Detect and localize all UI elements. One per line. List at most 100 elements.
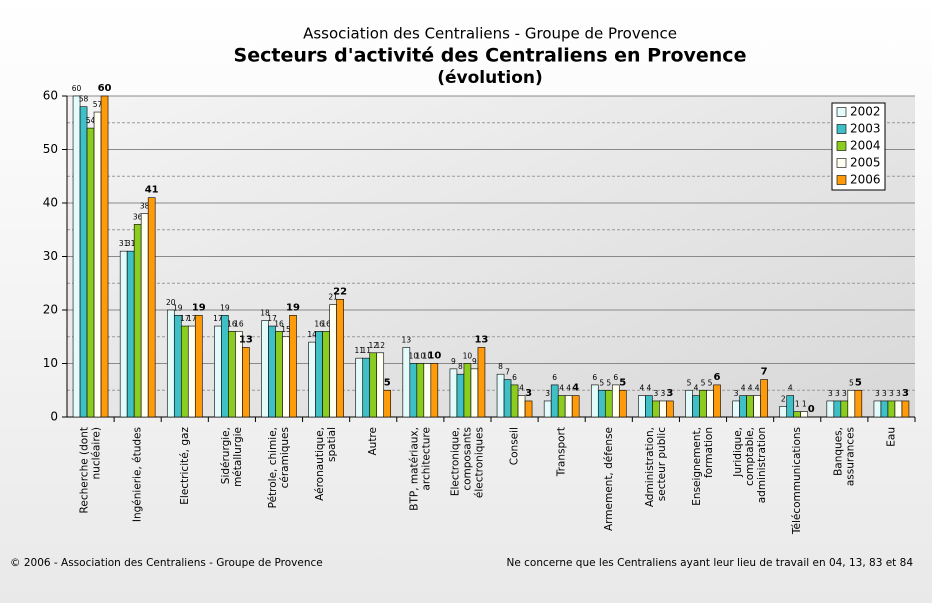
value-label: 41 (145, 185, 159, 196)
value-label: 1 (795, 400, 800, 409)
bar (336, 298, 344, 418)
value-label: 5 (849, 378, 854, 387)
value-label: 3 (842, 389, 847, 398)
bar (713, 384, 721, 418)
value-label: 12 (375, 341, 385, 350)
bar (416, 363, 425, 418)
value-label: 9 (472, 357, 477, 366)
bar (659, 400, 667, 418)
value-label: 3 (653, 389, 658, 398)
bar (847, 389, 856, 418)
bar (100, 95, 109, 418)
value-label: 5 (599, 378, 604, 387)
bar (503, 379, 512, 418)
bar (826, 400, 835, 418)
value-label: 4 (741, 384, 746, 393)
bar (355, 357, 364, 418)
x-tick-label: Banques, (832, 427, 844, 476)
bar (261, 320, 269, 418)
x-tick-label: céramiques (279, 427, 291, 488)
bar (901, 400, 910, 418)
x-tick-label: architecture (420, 427, 432, 491)
bar (289, 315, 297, 418)
value-label: 10 (423, 352, 433, 361)
bar (699, 389, 707, 418)
value-label: 4 (566, 384, 571, 393)
value-label: 36 (133, 212, 143, 221)
value-label: 3 (902, 388, 909, 399)
bar (166, 309, 175, 418)
value-label: 22 (333, 286, 347, 297)
value-label: 4 (748, 384, 753, 393)
bar (119, 250, 128, 418)
bar (315, 331, 323, 418)
bar (214, 325, 222, 418)
bar (449, 368, 458, 418)
value-label: 3 (875, 389, 880, 398)
footer: © 2006 - Association des Centraliens - G… (10, 557, 323, 569)
value-label: 58 (79, 95, 89, 104)
value-label: 6 (552, 373, 557, 382)
legend-swatch (836, 124, 847, 134)
bar (194, 315, 203, 418)
x-tick-label: comptable, (744, 427, 756, 486)
value-label: 11 (361, 346, 371, 355)
value-label: 16 (227, 319, 237, 328)
value-label: 4 (519, 384, 524, 393)
value-label: 4 (572, 383, 579, 394)
legend-label: 2006 (850, 173, 881, 187)
value-label: 4 (559, 384, 564, 393)
bar (645, 395, 653, 418)
x-tick-label: Conseil (509, 427, 521, 465)
value-label: 54 (86, 116, 96, 125)
bar (557, 395, 566, 418)
y-tick-label: 30 (43, 249, 58, 263)
value-label: 60 (98, 83, 112, 94)
bar (760, 379, 768, 418)
value-label: 16 (314, 319, 324, 328)
value-label: 13 (402, 335, 412, 344)
value-label: 9 (451, 357, 456, 366)
bar (800, 411, 809, 418)
value-label: 5 (606, 378, 611, 387)
value-label: 3 (660, 389, 665, 398)
value-label: 12 (368, 341, 378, 350)
legend-swatch (836, 158, 847, 168)
bar (543, 400, 552, 418)
x-tick-label: formation (703, 427, 715, 478)
x-tick-label: Enseignement, (691, 427, 703, 506)
value-label: 21 (328, 293, 338, 302)
bar (753, 395, 761, 418)
value-label: 3 (882, 389, 887, 398)
bar (618, 389, 627, 418)
x-tick-label: métallurgie (232, 427, 244, 487)
bar (383, 389, 392, 418)
bar (496, 373, 505, 418)
chart-subtitle: (évolution) (437, 68, 543, 88)
bar (652, 400, 660, 418)
bar (840, 400, 849, 418)
value-label: 6 (714, 372, 721, 383)
value-label: 16 (234, 319, 244, 328)
value-label: 17 (267, 314, 277, 323)
legend-swatch (836, 141, 847, 151)
value-label: 4 (646, 384, 651, 393)
bar (873, 400, 882, 418)
bar (147, 197, 156, 418)
value-label: 3 (828, 389, 833, 398)
value-label: 6 (613, 373, 618, 382)
value-label: 4 (788, 384, 793, 393)
bar (597, 389, 606, 418)
value-label: 17 (180, 314, 190, 323)
value-label: 14 (307, 330, 317, 339)
y-tick-label: 40 (43, 196, 58, 210)
value-label: 13 (474, 334, 488, 345)
value-label: 0 (808, 404, 815, 415)
value-label: 6 (592, 373, 597, 382)
bar (477, 347, 486, 418)
value-label: 17 (213, 314, 223, 323)
bar (268, 325, 276, 418)
value-label: 6 (512, 373, 517, 382)
value-label: 3 (896, 389, 901, 398)
